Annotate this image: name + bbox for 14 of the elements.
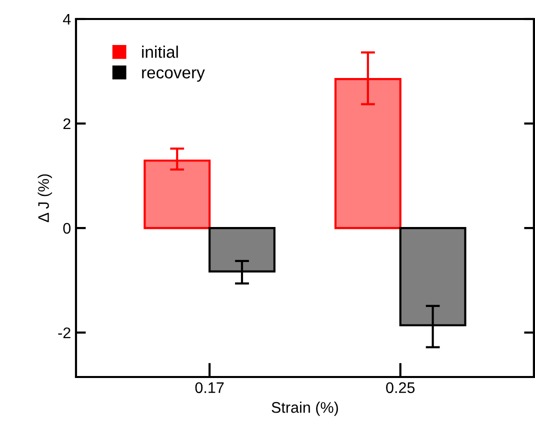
- y-tick-label: 4: [62, 14, 71, 25]
- x-tick-label: 0.25: [386, 382, 415, 394]
- y-axis-title: Δ J (%): [38, 174, 52, 222]
- bar: [399, 227, 466, 326]
- bar: [144, 160, 211, 230]
- y-tick-label: 0: [63, 222, 71, 234]
- bar: [334, 78, 402, 230]
- bar: [208, 227, 276, 272]
- x-tick-label: 0.17: [195, 382, 224, 394]
- legend-label: initial: [142, 46, 178, 58]
- y-tick-label: 2: [63, 118, 70, 130]
- legend-label: recovery: [142, 69, 205, 82]
- x-axis-title: Strain (%): [272, 402, 338, 416]
- y-tick-label: -2: [58, 327, 70, 338]
